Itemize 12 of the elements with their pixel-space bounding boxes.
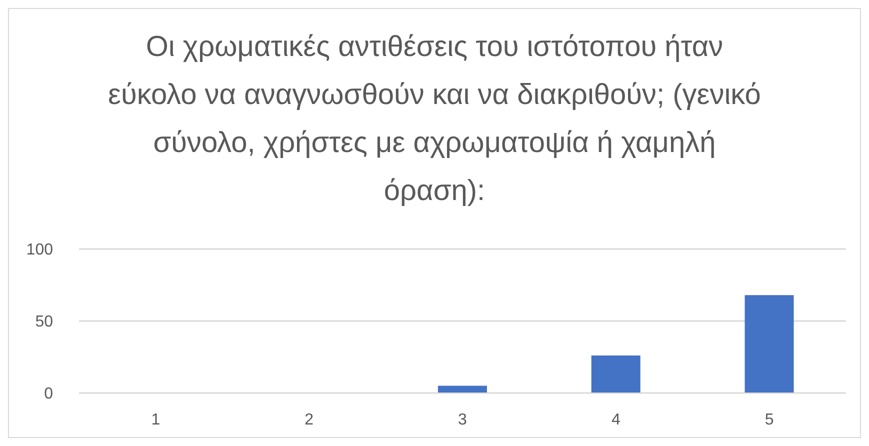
x-tick-label: 4 (611, 411, 620, 428)
x-tick-label: 3 (458, 411, 468, 428)
x-tick-label: 5 (764, 411, 774, 428)
bar (438, 386, 487, 393)
y-tick-label: 100 (26, 242, 54, 259)
y-tick-label: 0 (44, 386, 54, 403)
bar (744, 295, 794, 393)
x-tick-label: 2 (304, 411, 314, 428)
y-tick-label: 50 (35, 314, 54, 331)
x-tick-label: 1 (151, 411, 160, 428)
bar (591, 356, 640, 393)
chart-title: Οι χρωματικές αντιθέσεις του ιστότοπου ήταν εύκολο να αναγνωσθούν και να διακριθούν; (γενικό σύνολο, χρήστες με αχρωματοψία ή χαμηλή όραση): (107, 30, 762, 209)
